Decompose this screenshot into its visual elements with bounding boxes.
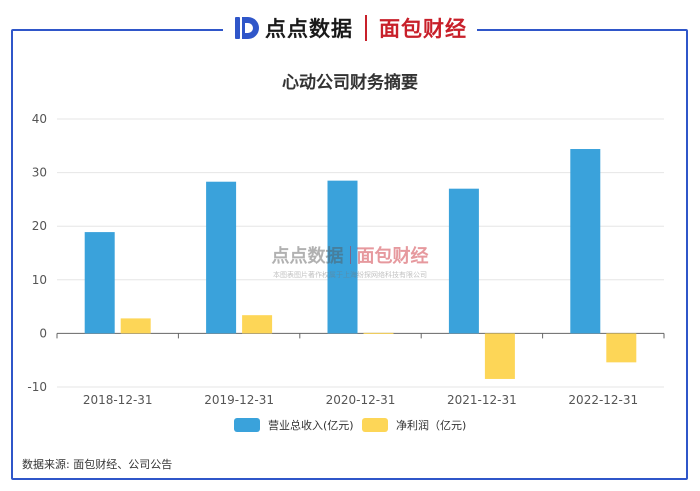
- legend-revenue-label: 营业总收入(亿元): [268, 418, 354, 432]
- header-logo: 点点数据 面包财经: [223, 13, 477, 43]
- brand-a-text: 点点数据: [265, 17, 353, 41]
- revenue-bar: [206, 181, 237, 334]
- header: 点点数据 面包财经: [0, 8, 700, 48]
- legend-net-profit-label: 净利润（亿元): [396, 418, 466, 432]
- net-profit-bar: [484, 333, 515, 379]
- x-tick-label: 2018-12-31: [83, 393, 153, 407]
- chart-title: 心动公司财务摘要: [282, 73, 418, 93]
- y-tick-label: 40: [32, 112, 47, 126]
- brand-b-text: 面包财经: [379, 17, 467, 41]
- y-tick-label: 20: [32, 219, 47, 233]
- x-tick-label: 2022-12-31: [568, 393, 638, 407]
- legend-revenue-swatch: [234, 418, 260, 432]
- y-tick-label: 30: [32, 166, 47, 180]
- legend-net-profit-swatch: [362, 418, 388, 432]
- net-profit-bar: [606, 333, 637, 363]
- y-tick-label: 10: [32, 273, 47, 287]
- x-tick-label: 2019-12-31: [204, 393, 274, 407]
- y-tick-label: 0: [39, 326, 47, 340]
- revenue-bar: [84, 232, 115, 334]
- x-tick-label: 2021-12-31: [447, 393, 517, 407]
- revenue-bar: [570, 149, 601, 334]
- revenue-bar: [448, 188, 479, 334]
- dd-logo-icon: [235, 17, 259, 39]
- brand-separator: [365, 15, 367, 41]
- net-profit-bar: [363, 332, 394, 334]
- y-tick-label: -10: [27, 380, 47, 394]
- revenue-bar: [327, 180, 358, 334]
- net-profit-bar: [120, 318, 151, 334]
- net-profit-bar: [242, 315, 273, 334]
- x-tick-label: 2020-12-31: [326, 393, 396, 407]
- brand-a: 点点数据: [233, 13, 353, 43]
- source-note: 数据来源: 面包财经、公司公告: [22, 458, 173, 471]
